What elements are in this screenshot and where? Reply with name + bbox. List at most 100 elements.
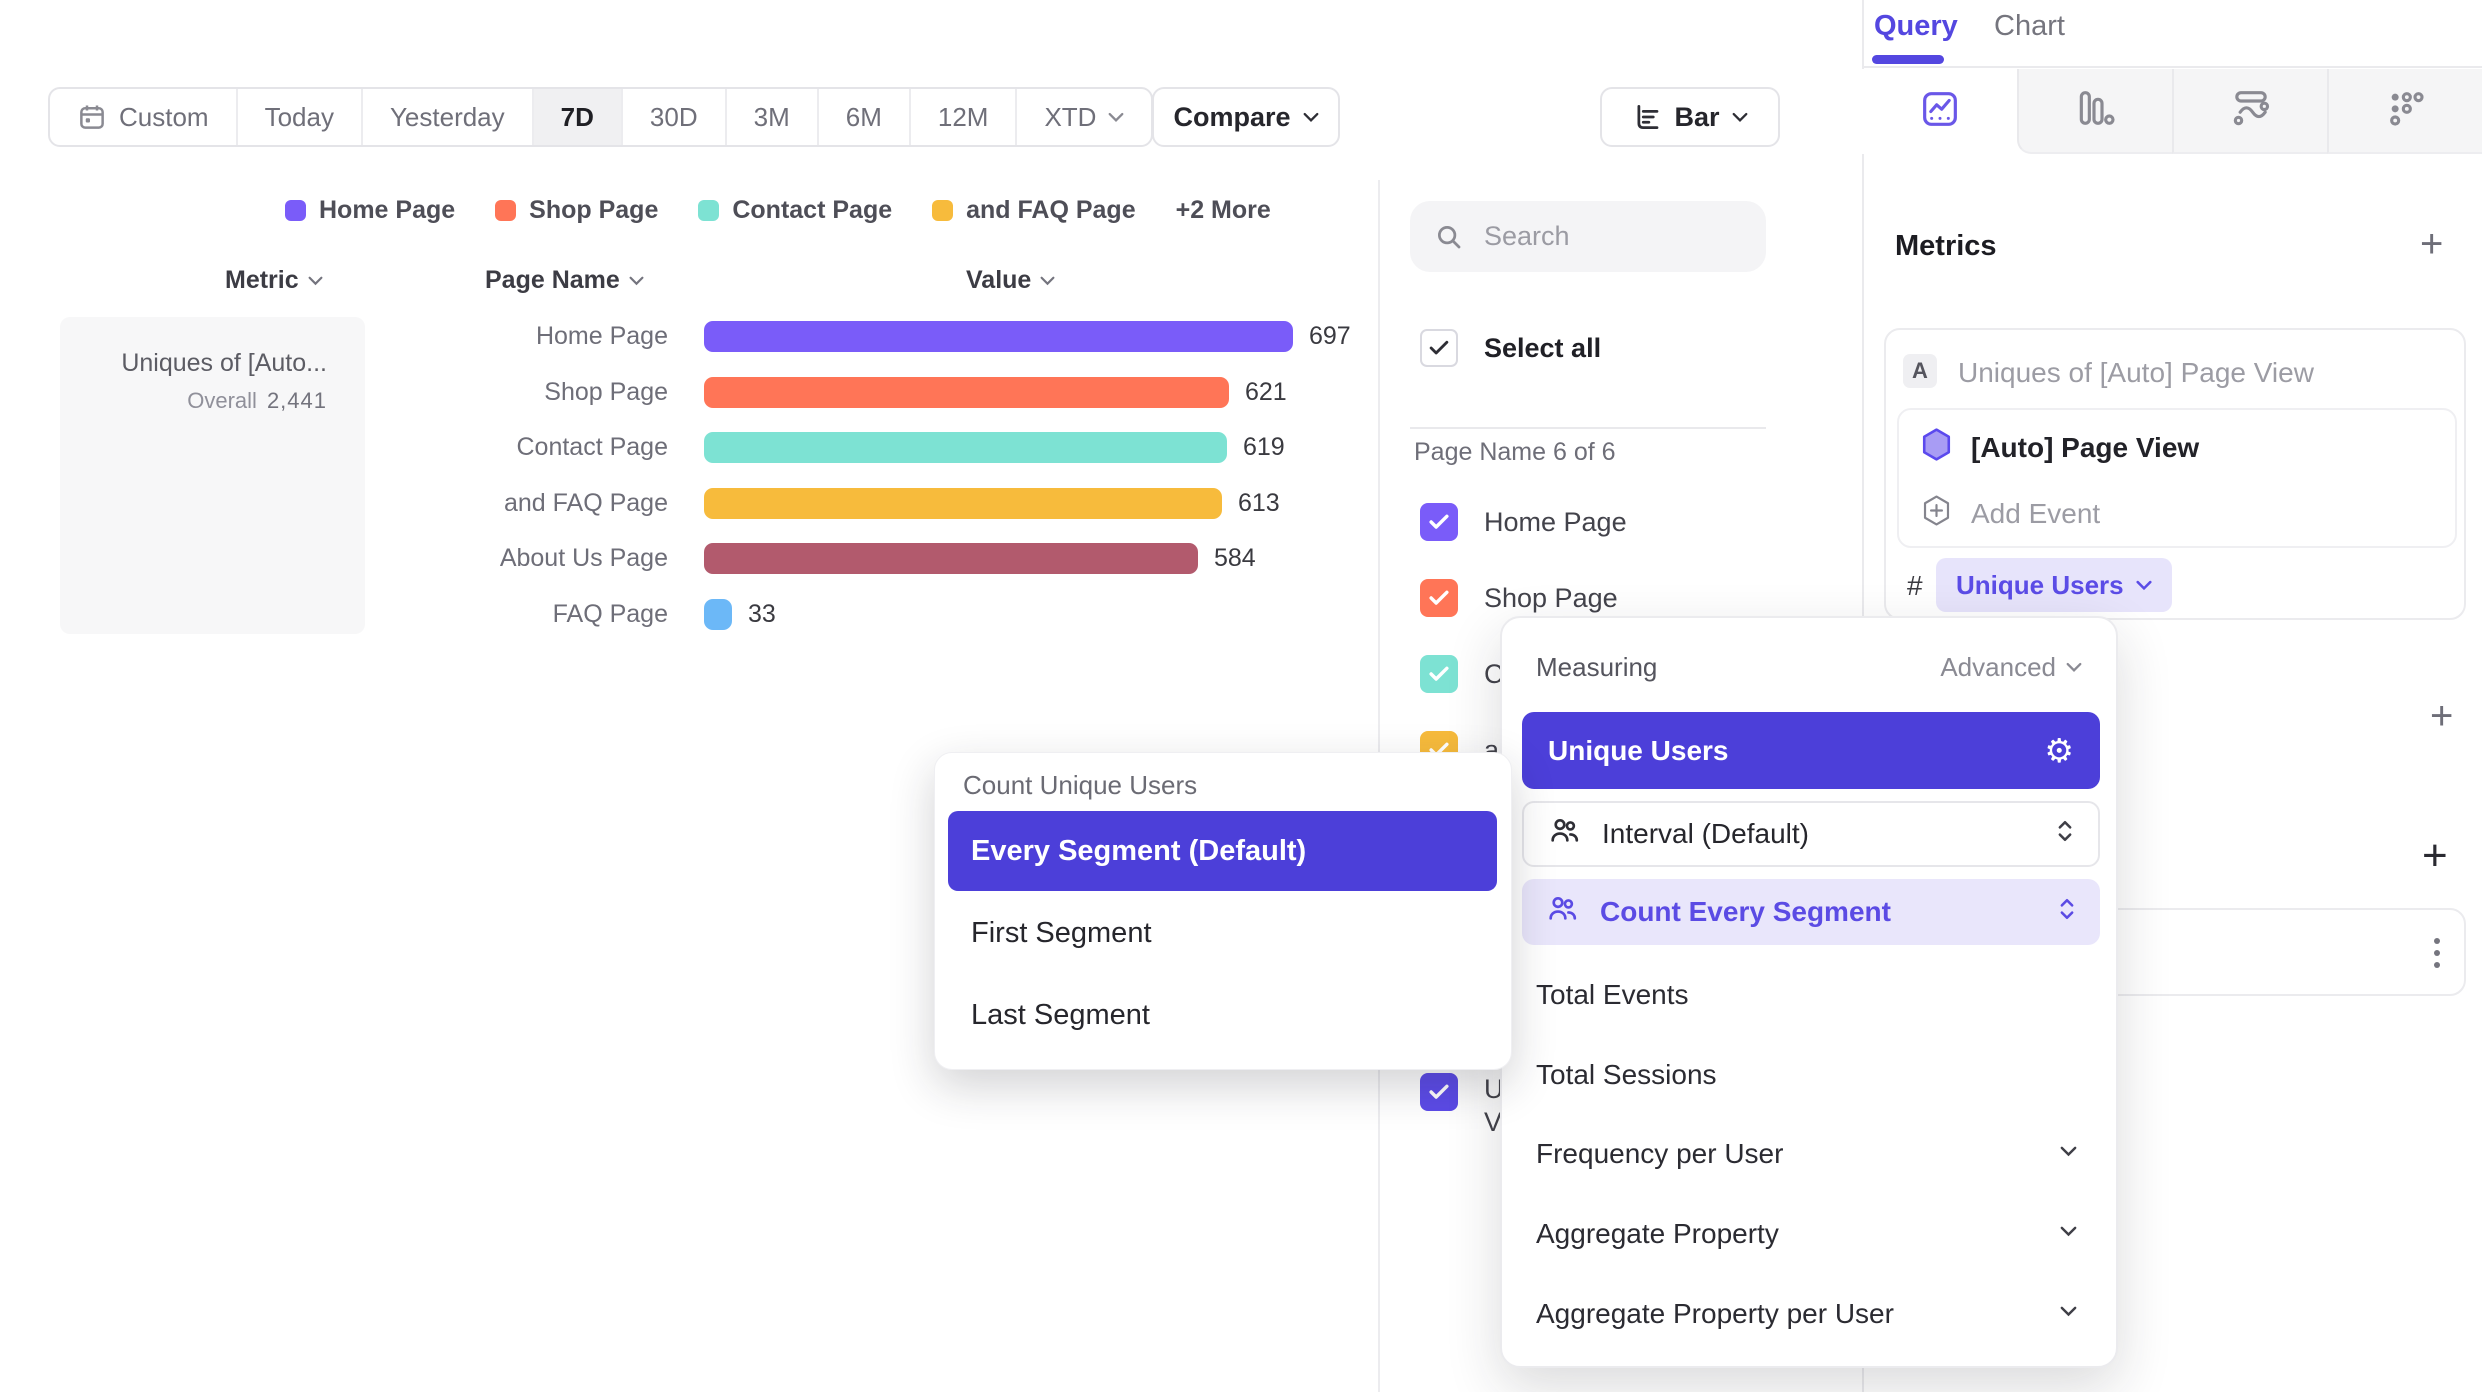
- measure-option-total-events[interactable]: Total Events: [1536, 979, 1689, 1010]
- search-field[interactable]: [1410, 201, 1766, 272]
- select-all-checkbox[interactable]: [1420, 329, 1458, 367]
- select-all-label: Select all: [1484, 332, 1602, 363]
- dropdown-option-last-segment[interactable]: Last Segment: [971, 999, 1150, 1031]
- search-icon: [1434, 222, 1464, 252]
- bar-shop-page[interactable]: [704, 377, 1229, 408]
- bar-value: 621: [1245, 378, 1287, 406]
- search-input[interactable]: [1482, 220, 1726, 253]
- select-all-row: Select all: [1420, 329, 1601, 367]
- chevron-down-icon[interactable]: [2060, 1226, 2077, 1237]
- dropdown-option-first-segment[interactable]: First Segment: [971, 917, 1152, 949]
- users-icon: [1548, 815, 1580, 854]
- legend-item[interactable]: Home Page: [285, 196, 455, 225]
- bar-and-faq-page[interactable]: [704, 488, 1222, 519]
- event-card: [Auto] Page View Add Event: [1897, 408, 2457, 548]
- measure-option-aggregate-property[interactable]: Aggregate Property: [1536, 1218, 1779, 1249]
- report-type-flows-tab[interactable]: [2172, 69, 2327, 154]
- date-range-3m[interactable]: 3M: [727, 89, 819, 145]
- legend-more-link[interactable]: +2 More: [1175, 196, 1271, 224]
- chevron-down-icon: [1303, 112, 1319, 123]
- bar-faq-page[interactable]: [704, 599, 732, 630]
- bar-home-page[interactable]: [704, 321, 1293, 352]
- stepper-icon: [2058, 896, 2076, 929]
- gear-icon[interactable]: ⚙: [2044, 732, 2074, 769]
- tab-query[interactable]: Query: [1874, 10, 1958, 42]
- report-type-funnels-tab[interactable]: [2017, 69, 2172, 154]
- retention-icon: [2386, 88, 2426, 133]
- metrics-section-title: Metrics: [1895, 230, 1997, 262]
- advanced-toggle[interactable]: Advanced: [1940, 652, 2082, 683]
- bar-category-label: Shop Page: [544, 378, 668, 406]
- date-range-today[interactable]: Today: [238, 89, 363, 145]
- measure-option-frequency-per-user[interactable]: Frequency per User: [1536, 1138, 1784, 1169]
- add-event-icon: [1922, 494, 1951, 532]
- bar-row: and FAQ Page 613: [360, 488, 1280, 519]
- count-unique-users-dropdown: Count Unique Users Every Segment (Defaul…: [934, 752, 1512, 1070]
- date-range-xtd[interactable]: XTD: [1017, 89, 1151, 145]
- metric-card-title[interactable]: Uniques of [Auto] Page View: [1958, 357, 2314, 388]
- report-type-insights-tab[interactable]: [1862, 69, 2017, 154]
- measuring-panel: Measuring Advanced Unique Users ⚙ Interv…: [1500, 616, 2118, 1368]
- checkbox-checked[interactable]: [1420, 1073, 1458, 1111]
- metric-summary-cell[interactable]: Uniques of [Auto... Overall 2,441: [60, 317, 365, 634]
- dropdown-title: Count Unique Users: [963, 770, 1198, 800]
- checkbox-checked[interactable]: [1420, 655, 1458, 693]
- legend-item[interactable]: Shop Page: [495, 196, 658, 225]
- date-range-6m[interactable]: 6M: [819, 89, 911, 145]
- stepper-icon: [2056, 818, 2074, 851]
- filter-item-shop-page: Shop Page: [1420, 579, 1618, 617]
- chart-type-dropdown[interactable]: Bar: [1600, 87, 1780, 147]
- chevron-down-icon[interactable]: [2060, 1306, 2077, 1317]
- value-column-header[interactable]: Value: [966, 266, 1055, 295]
- bar-contact-page[interactable]: [704, 432, 1227, 463]
- measure-pill[interactable]: Unique Users: [1936, 558, 2172, 612]
- metric-overall: Overall 2,441: [187, 388, 327, 413]
- add-breakdown-button[interactable]: +: [2422, 831, 2448, 880]
- report-type-retention-tab[interactable]: [2327, 69, 2482, 154]
- legend-item[interactable]: Contact Page: [698, 196, 892, 225]
- date-range-7d[interactable]: 7D: [533, 89, 623, 145]
- bar-value: 697: [1309, 322, 1351, 350]
- compare-button[interactable]: Compare: [1152, 87, 1340, 147]
- bar-value: 619: [1243, 433, 1285, 461]
- date-range-12m[interactable]: 12M: [911, 89, 1018, 145]
- calendar-icon: [77, 102, 107, 132]
- measure-option-aggregate-property-per-user[interactable]: Aggregate Property per User: [1536, 1298, 1894, 1329]
- legend-item[interactable]: and FAQ Page: [932, 196, 1136, 225]
- date-range-30d[interactable]: 30D: [623, 89, 727, 145]
- bar-row: FAQ Page 33: [360, 599, 776, 630]
- list-divider: [1410, 427, 1766, 429]
- checkbox-checked[interactable]: [1420, 579, 1458, 617]
- legend-swatch: [932, 200, 954, 221]
- date-range-label: Custom: [119, 101, 209, 132]
- legend-swatch: [495, 200, 517, 221]
- users-icon: [1546, 893, 1578, 932]
- bar-category-label: FAQ Page: [552, 600, 668, 628]
- chevron-down-icon: [308, 276, 323, 286]
- funnels-icon: [2076, 88, 2116, 133]
- card-menu-button[interactable]: [2434, 938, 2440, 968]
- date-range-custom[interactable]: Custom: [50, 89, 238, 145]
- tab-chart[interactable]: Chart: [1994, 10, 2065, 42]
- segment-count-selector[interactable]: Count Every Segment: [1522, 879, 2100, 945]
- bar-value: 33: [748, 600, 776, 628]
- add-filter-button[interactable]: +: [2430, 694, 2454, 738]
- measure-option-total-sessions[interactable]: Total Sessions: [1536, 1059, 1717, 1090]
- chart-legend: Home Page Shop Page Contact Page and FAQ…: [285, 196, 1271, 225]
- interval-selector[interactable]: Interval (Default): [1522, 801, 2100, 867]
- add-metric-button[interactable]: +: [2420, 222, 2444, 266]
- page-name-column-header[interactable]: Page Name: [485, 266, 644, 295]
- measure-option-unique-users[interactable]: Unique Users ⚙: [1522, 712, 2100, 789]
- chevron-down-icon: [1732, 112, 1748, 123]
- checkbox-checked[interactable]: [1420, 503, 1458, 541]
- event-name[interactable]: [Auto] Page View: [1971, 432, 2200, 463]
- date-range-yesterday[interactable]: Yesterday: [363, 89, 534, 145]
- add-event-label[interactable]: Add Event: [1971, 498, 2101, 529]
- metric-column-header[interactable]: Metric: [225, 266, 323, 295]
- chevron-down-icon: [629, 276, 644, 286]
- bar-about-us-page[interactable]: [704, 543, 1198, 574]
- dropdown-option-every-segment[interactable]: Every Segment (Default): [948, 811, 1497, 891]
- bar-value: 584: [1214, 544, 1256, 572]
- chevron-down-icon[interactable]: [2060, 1146, 2077, 1157]
